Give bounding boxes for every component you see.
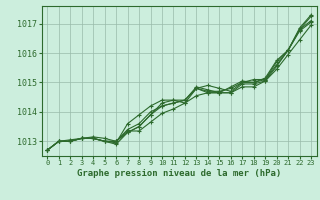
- X-axis label: Graphe pression niveau de la mer (hPa): Graphe pression niveau de la mer (hPa): [77, 169, 281, 178]
